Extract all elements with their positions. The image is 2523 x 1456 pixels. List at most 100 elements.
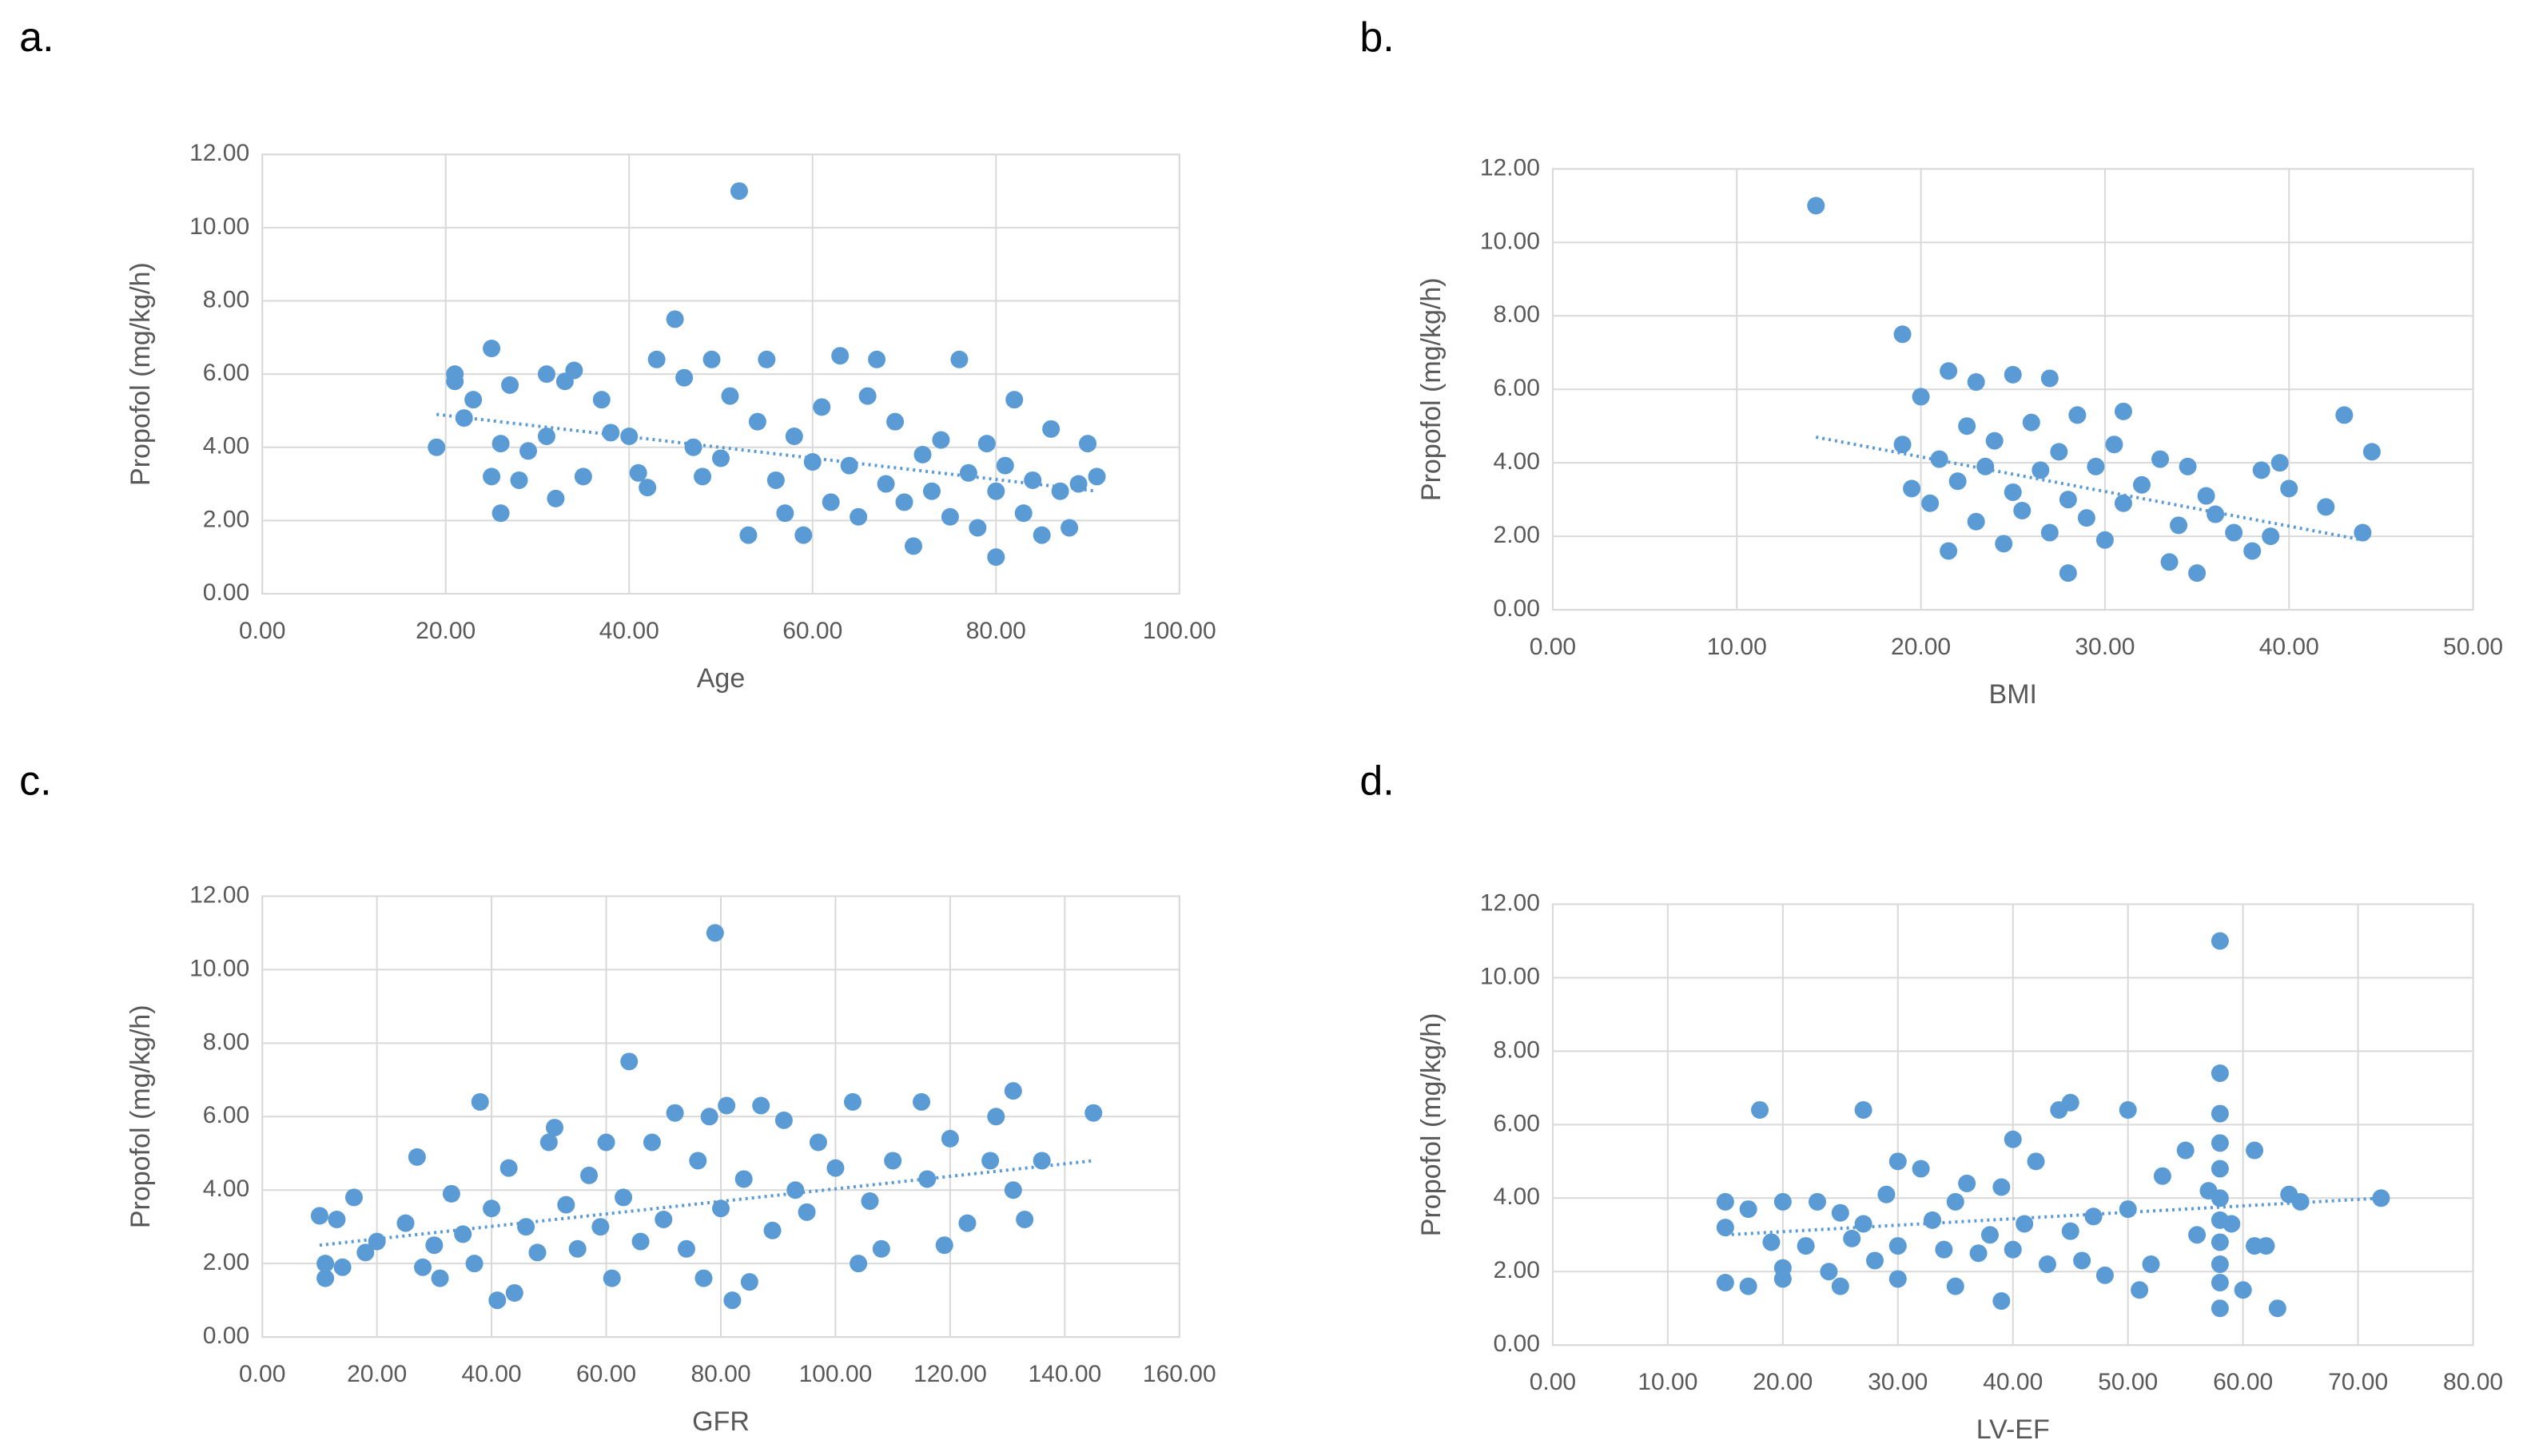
- point: [2243, 542, 2262, 560]
- point: [1751, 1100, 1769, 1119]
- point: [2252, 461, 2270, 479]
- point: [1992, 1292, 2011, 1311]
- point: [877, 475, 895, 493]
- point: [2257, 1237, 2275, 1255]
- point: [1893, 325, 1912, 344]
- point: [2211, 1299, 2229, 1318]
- point: [1877, 1185, 1896, 1203]
- point: [2119, 1200, 2137, 1219]
- y-tick-label: 6.00: [203, 1102, 249, 1128]
- point: [858, 387, 877, 405]
- point: [344, 1188, 363, 1207]
- x-tick-label: 140.00: [1028, 1361, 1101, 1387]
- point: [734, 1170, 753, 1188]
- point: [813, 398, 831, 416]
- point: [528, 1243, 547, 1262]
- point: [591, 1218, 610, 1236]
- y-tick-label: 8.00: [203, 1028, 249, 1055]
- point: [2004, 1240, 2022, 1259]
- point: [1739, 1200, 1757, 1219]
- y-tick-label: 6.00: [1494, 1110, 1540, 1136]
- point: [1004, 1082, 1022, 1100]
- point: [643, 1133, 661, 1152]
- point: [932, 431, 950, 449]
- y-tick-label: 2.00: [203, 1249, 249, 1275]
- point: [886, 412, 905, 431]
- point: [580, 1166, 599, 1184]
- y-tick-label: 0.00: [1494, 1331, 1540, 1357]
- point: [2211, 1160, 2229, 1178]
- point: [2004, 1130, 2022, 1148]
- point: [501, 376, 519, 394]
- point: [1051, 482, 1069, 500]
- point: [1980, 1226, 1999, 1244]
- y-tick-label: 4.00: [203, 1176, 249, 1202]
- point: [2073, 1251, 2091, 1270]
- point: [2188, 564, 2207, 583]
- y-tick-label: 10.00: [189, 955, 249, 981]
- point: [1809, 1192, 1827, 1211]
- point: [2119, 1100, 2137, 1119]
- x-tick-label: 40.00: [462, 1361, 522, 1387]
- point: [798, 1203, 816, 1221]
- point: [1958, 1174, 1976, 1192]
- point: [2013, 501, 2032, 519]
- point: [969, 519, 987, 537]
- point: [1061, 519, 1079, 537]
- point: [2270, 454, 2289, 472]
- point: [2114, 402, 2132, 420]
- point: [2280, 479, 2298, 498]
- point: [620, 1052, 639, 1071]
- y-tick-label: 10.00: [189, 213, 249, 240]
- point: [776, 504, 794, 523]
- point: [2211, 1104, 2229, 1123]
- point: [721, 387, 739, 405]
- point: [850, 1255, 868, 1273]
- point: [491, 504, 510, 523]
- point: [2059, 564, 2077, 583]
- x-tick-label: 30.00: [2075, 634, 2135, 660]
- point: [2211, 1134, 2229, 1152]
- point: [1079, 435, 1097, 453]
- point: [941, 507, 959, 526]
- point: [615, 1188, 633, 1207]
- point: [1912, 388, 1930, 406]
- panel-label: b.: [1359, 14, 1394, 61]
- point: [396, 1214, 415, 1232]
- point: [918, 1170, 937, 1188]
- point: [1069, 475, 1088, 493]
- point: [1888, 1270, 1907, 1288]
- point: [748, 412, 766, 431]
- point: [2223, 1215, 2241, 1233]
- x-tick-label: 0.00: [239, 1361, 285, 1387]
- point: [913, 1092, 931, 1111]
- point: [1985, 432, 2004, 450]
- point: [702, 350, 721, 368]
- point: [565, 361, 583, 380]
- point: [316, 1269, 335, 1287]
- point: [2004, 365, 2022, 384]
- point: [831, 347, 850, 365]
- point: [872, 1239, 890, 1258]
- point: [2211, 1274, 2229, 1292]
- x-tick-label: 20.00: [416, 618, 476, 644]
- point: [2040, 523, 2059, 542]
- point: [1716, 1219, 1734, 1237]
- point: [1854, 1215, 1872, 1233]
- y-tick-label: 0.00: [203, 1323, 249, 1349]
- point: [987, 548, 1005, 567]
- point: [310, 1207, 328, 1225]
- point: [675, 368, 694, 387]
- point: [1739, 1277, 1757, 1295]
- point: [2234, 1281, 2252, 1299]
- point: [1967, 512, 1985, 531]
- x-tick-label: 0.00: [1530, 1369, 1576, 1395]
- plot-border: [261, 895, 1180, 1339]
- point: [1016, 1211, 1034, 1229]
- point: [499, 1159, 518, 1177]
- point: [2160, 553, 2179, 571]
- point: [959, 463, 977, 482]
- point: [483, 467, 501, 486]
- plot-border: [1551, 168, 2474, 611]
- point: [752, 1096, 770, 1115]
